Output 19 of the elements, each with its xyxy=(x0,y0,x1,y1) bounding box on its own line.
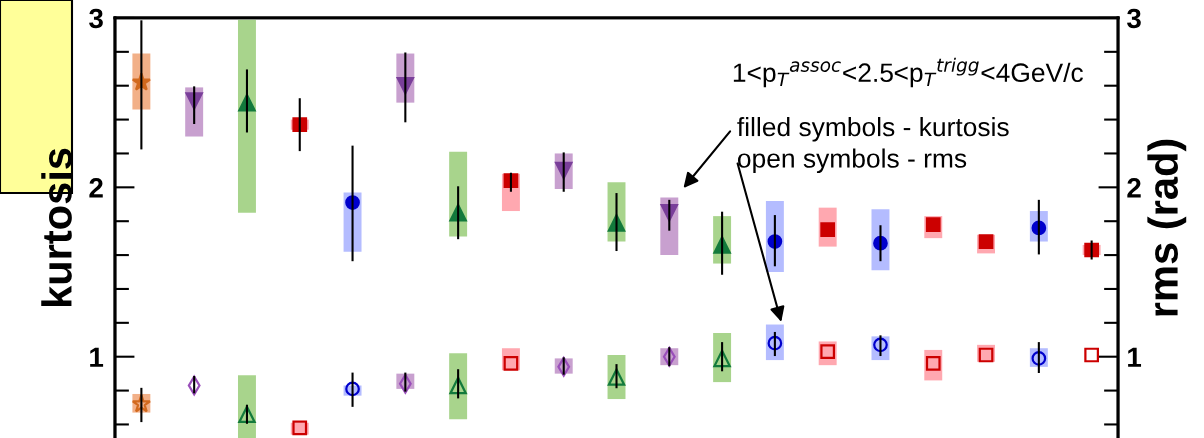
y2-tick-label: 1 xyxy=(1128,347,1142,367)
y2-axis-title: rms (rad) xyxy=(1147,139,1187,316)
point xyxy=(449,376,467,395)
y-tick-label: 1 xyxy=(90,347,104,367)
annotation: open symbols - rms xyxy=(737,148,967,174)
point xyxy=(978,234,994,249)
annotation: 1<p$_{T}$$^{assoc}$<2.5<p$_{T}$$^{trigg}$<4GeV/c xyxy=(733,57,1083,88)
point xyxy=(607,368,626,386)
y-tick-label: 3 xyxy=(89,8,103,29)
y-tick-label: 2 xyxy=(89,178,103,198)
y-axis-title: kurtosis xyxy=(41,148,72,307)
point xyxy=(238,405,256,424)
point xyxy=(1084,347,1099,363)
point xyxy=(713,349,731,368)
point xyxy=(345,381,360,397)
bar xyxy=(237,19,256,213)
y2-tick-label: 3 xyxy=(1127,8,1141,29)
y2-tick-label: 2 xyxy=(1127,178,1141,198)
annotation: filled symbols - kurtosis xyxy=(737,116,1009,142)
